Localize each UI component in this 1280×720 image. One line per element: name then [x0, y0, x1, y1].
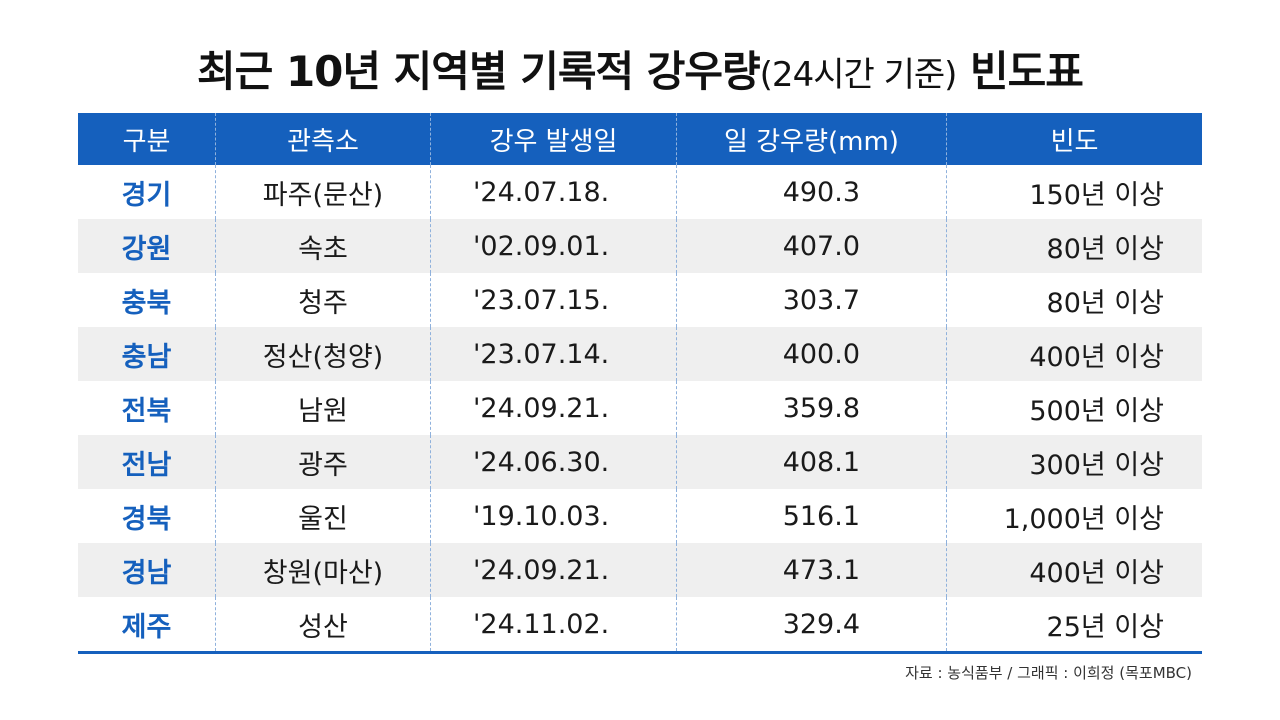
table-cell: 490.3 [676, 165, 946, 219]
table-row: 제주 성산 '24.11.02. 329.4 25년 이상 [78, 597, 1202, 651]
title-end: 빈도표 [970, 47, 1084, 96]
title-sub: (24시간 기준) [759, 55, 958, 95]
table-cell: 500년 이상 [946, 381, 1202, 435]
table-cell: 25년 이상 [946, 597, 1202, 651]
table-cell: 80년 이상 [946, 273, 1202, 327]
table-cell: '23.07.15. [430, 273, 676, 327]
table-cell: 303.7 [676, 273, 946, 327]
table-cell: 359.8 [676, 381, 946, 435]
header-cell: 빈도 [946, 113, 1202, 165]
table-cell: '24.11.02. [430, 597, 676, 651]
table-cell: 경기 [121, 179, 172, 211]
table-cell: 408.1 [676, 435, 946, 489]
table-cell: 정산(청양) [215, 327, 430, 381]
table-row: 전남 광주 '24.06.30. 408.1 300년 이상 [78, 435, 1202, 489]
table-cell: 파주(문산) [215, 165, 430, 219]
table-cell: '24.09.21. [430, 543, 676, 597]
header-cell: 관측소 [215, 113, 430, 165]
table-cell: '24.09.21. [430, 381, 676, 435]
table-cell: 광주 [215, 435, 430, 489]
header-cell: 강우 발생일 [430, 113, 676, 165]
table-cell: 충북 [121, 287, 172, 319]
table-row: 충남 정산(청양) '23.07.14. 400.0 400년 이상 [78, 327, 1202, 381]
table-cell: '19.10.03. [430, 489, 676, 543]
title: 최근 10년 지역별 기록적 강우량(24시간 기준) 빈도표 [0, 38, 1280, 99]
header-row: 구분 관측소 강우 발생일 일 강우량(mm) 빈도 [78, 113, 1202, 165]
table-cell: 강원 [121, 233, 172, 265]
table-cell: '02.09.01. [430, 219, 676, 273]
table-row: 경북 울진 '19.10.03. 516.1 1,000년 이상 [78, 489, 1202, 543]
table-cell: 150년 이상 [946, 165, 1202, 219]
table-cell: 400.0 [676, 327, 946, 381]
table-cell: 80년 이상 [946, 219, 1202, 273]
table-cell: 329.4 [676, 597, 946, 651]
table-row: 강원 속초 '02.09.01. 407.0 80년 이상 [78, 219, 1202, 273]
table-cell: '24.06.30. [430, 435, 676, 489]
table-cell: 속초 [215, 219, 430, 273]
table-row: 경기 파주(문산) '24.07.18. 490.3 150년 이상 [78, 165, 1202, 219]
table-cell: 성산 [215, 597, 430, 651]
table-cell: 전북 [121, 395, 172, 427]
table-cell: 516.1 [676, 489, 946, 543]
header-cell: 일 강우량(mm) [676, 113, 946, 165]
header-cell: 구분 [122, 126, 171, 157]
table-cell: '24.07.18. [430, 165, 676, 219]
table-cell: 제주 [121, 611, 172, 643]
table-cell: 400년 이상 [946, 543, 1202, 597]
table-row: 충북 청주 '23.07.15. 303.7 80년 이상 [78, 273, 1202, 327]
table-cell: 473.1 [676, 543, 946, 597]
table-cell: 울진 [215, 489, 430, 543]
table-cell: 400년 이상 [946, 327, 1202, 381]
table-cell: 창원(마산) [215, 543, 430, 597]
table-cell: 경남 [121, 557, 172, 589]
table-cell: '23.07.14. [430, 327, 676, 381]
title-main: 최근 10년 지역별 기록적 강우량 [197, 47, 761, 96]
table-cell: 청주 [215, 273, 430, 327]
table-cell: 남원 [215, 381, 430, 435]
table-cell: 전남 [121, 449, 172, 481]
table-cell: 407.0 [676, 219, 946, 273]
table-cell: 충남 [121, 341, 172, 373]
table-cell: 300년 이상 [946, 435, 1202, 489]
table-row: 전북 남원 '24.09.21. 359.8 500년 이상 [78, 381, 1202, 435]
table-cell: 1,000년 이상 [946, 489, 1202, 543]
source: 자료 : 농식품부 / 그래픽 : 이희정 (목포MBC) [905, 664, 1192, 682]
table-row: 경남 창원(마산) '24.09.21. 473.1 400년 이상 [78, 543, 1202, 597]
table-cell: 경북 [121, 503, 172, 535]
